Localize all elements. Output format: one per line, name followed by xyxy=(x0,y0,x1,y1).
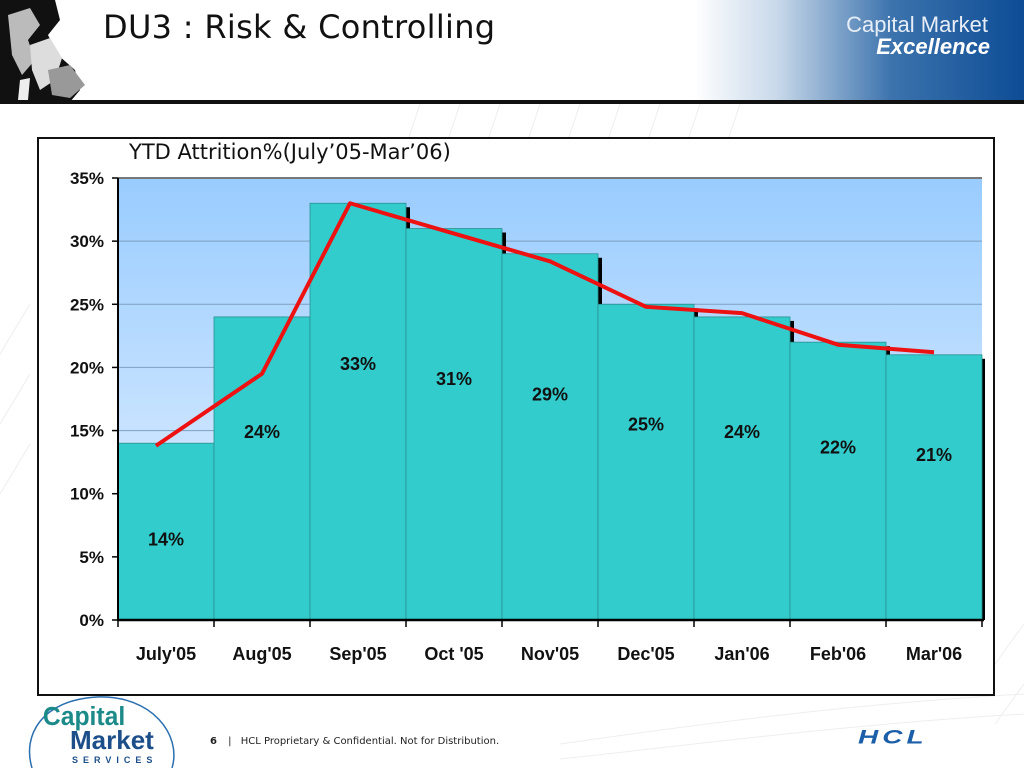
header-divider xyxy=(0,100,1024,104)
hcl-logo: HCL xyxy=(858,726,928,748)
x-tick-label: Aug'05 xyxy=(232,644,291,664)
chart-container: YTD Attrition%(July’05-Mar’06) 14% 24% 33%… xyxy=(37,137,995,696)
data-label: 14% xyxy=(148,530,184,550)
bar-2 xyxy=(309,202,407,621)
trend-line xyxy=(154,201,935,448)
footer-logo-market: Market xyxy=(70,725,154,755)
slide-header: DU3 : Risk & Controlling Capital Market … xyxy=(0,0,1024,104)
footer-logo-capital: Capital xyxy=(43,702,125,731)
attrition-chart: YTD Attrition%(July’05-Mar’06) 14% 24% 33%… xyxy=(70,140,985,664)
header-banner: Capital Market Excellence xyxy=(694,0,1024,100)
data-label: 22% xyxy=(820,437,856,457)
y-tick-label: 20% xyxy=(70,358,104,377)
bar-shadow xyxy=(980,358,985,620)
banner-text-capital-market: Capital Market xyxy=(846,12,988,37)
bar-5 xyxy=(597,303,695,621)
y-tick-label: 15% xyxy=(70,422,104,441)
bar-shadow xyxy=(789,320,794,347)
bar-shadow xyxy=(885,346,890,359)
data-label: 24% xyxy=(724,422,760,442)
data-label: 31% xyxy=(436,369,472,389)
bar-1 xyxy=(213,316,311,621)
x-tick-label: Sep'05 xyxy=(329,644,386,664)
y-tick-label: 0% xyxy=(79,611,104,630)
bar-7 xyxy=(789,341,887,621)
footer-confidential-text: HCL Proprietary & Confidential. Not for … xyxy=(240,736,500,747)
footer: 6 | HCL Proprietary & Confidential. Not … xyxy=(210,736,499,747)
bar-4 xyxy=(501,253,599,621)
y-tick-label: 5% xyxy=(79,548,104,567)
x-tick-label: Mar'06 xyxy=(906,644,962,664)
y-tick-label: 35% xyxy=(70,169,104,188)
chart-title: YTD Attrition%(July’05-Mar’06) xyxy=(128,140,451,164)
bar-6 xyxy=(693,316,791,621)
data-label: 24% xyxy=(244,422,280,442)
footer-separator: | xyxy=(228,736,232,747)
data-label: 21% xyxy=(916,445,952,465)
page-number: 6 xyxy=(210,736,217,747)
x-tick-label: July'05 xyxy=(136,644,196,664)
x-tick-label: Jan'06 xyxy=(714,644,769,664)
bar-3 xyxy=(405,228,503,621)
slide-title: DU3 : Risk & Controlling xyxy=(103,8,496,46)
bar-shadow xyxy=(693,308,698,321)
header-photo-image xyxy=(0,0,95,102)
data-label: 29% xyxy=(532,384,568,404)
x-tick-label: Feb'06 xyxy=(810,644,866,664)
footer-logo-services: SERVICES xyxy=(72,755,157,765)
y-tick-label: 10% xyxy=(70,485,104,504)
y-tick-label: 25% xyxy=(70,295,104,314)
data-label: 25% xyxy=(628,415,664,435)
x-tick-label: Dec'05 xyxy=(617,644,674,664)
data-label: 33% xyxy=(340,354,376,374)
bar-shadow xyxy=(501,232,506,258)
capital-market-services-logo: Capital Market SERVICES xyxy=(28,696,175,768)
banner-text-excellence: Excellence xyxy=(876,34,990,59)
x-tick-label: Nov'05 xyxy=(521,644,579,664)
y-tick-label: 30% xyxy=(70,232,104,251)
x-tick-label: Oct '05 xyxy=(424,644,483,664)
bar-8 xyxy=(885,354,983,621)
